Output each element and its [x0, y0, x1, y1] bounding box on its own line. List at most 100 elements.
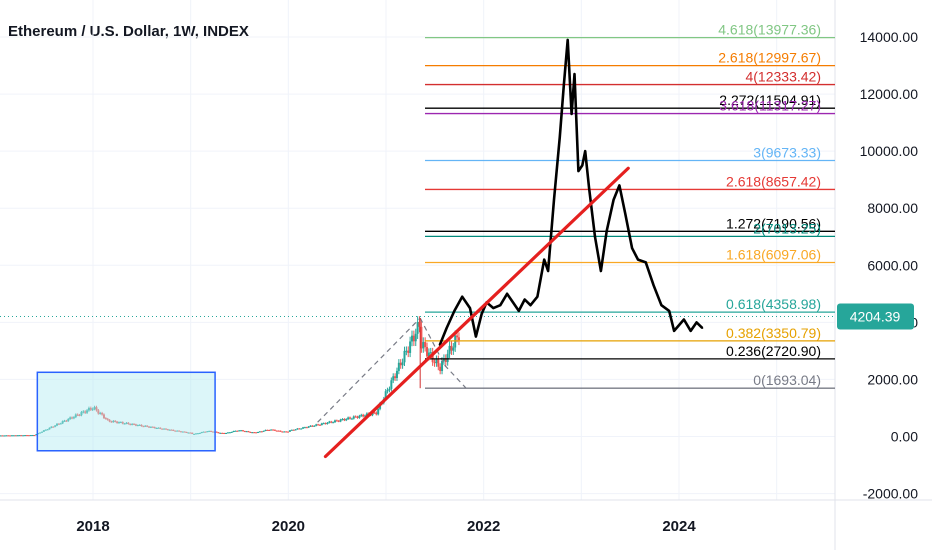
candle-body	[155, 427, 158, 429]
candle-body	[315, 424, 318, 426]
candle-body	[394, 376, 397, 379]
candle-body	[426, 347, 429, 357]
candle-body	[121, 422, 124, 424]
candle-body	[148, 426, 151, 428]
projection-point	[588, 187, 590, 190]
fib-level-label: 4(12333.42)	[745, 69, 821, 85]
candle-body	[168, 429, 171, 431]
candle-body	[241, 430, 244, 432]
x-axis[interactable]: 2018 2020 2022 2024	[76, 518, 696, 535]
candle-body	[403, 350, 406, 363]
candle-body	[354, 416, 357, 418]
projection-point	[581, 164, 584, 167]
support-trendline[interactable]	[323, 166, 630, 459]
candle-body	[10, 435, 13, 437]
candle-body	[40, 431, 43, 433]
projection-point	[600, 270, 602, 272]
candle-body	[72, 417, 75, 419]
candle-body	[211, 431, 214, 433]
fib-level-label: 4.618(13977.36)	[718, 22, 821, 38]
candle-body	[247, 431, 250, 433]
candle-body	[74, 414, 77, 418]
measurement-dashes	[0, 316, 835, 423]
candle-body	[157, 427, 160, 429]
candle-body	[456, 335, 459, 338]
candle-body	[332, 422, 335, 424]
candle-body	[93, 407, 96, 409]
fib-level-label: 0.382(3350.79)	[726, 325, 821, 341]
candle-body	[196, 433, 199, 435]
candle-body	[333, 420, 336, 423]
candle-body	[448, 345, 451, 354]
candle-body	[232, 431, 235, 433]
candle-body	[279, 430, 282, 432]
candle-body	[136, 425, 139, 427]
candle-body	[275, 430, 278, 432]
candle-body	[225, 432, 228, 434]
projection-point	[644, 261, 647, 264]
fib-level-label: 0.618(4358.98)	[726, 296, 821, 312]
candle-body	[343, 419, 346, 421]
candle-body	[407, 350, 410, 353]
candle-body	[422, 342, 425, 349]
candle-body	[54, 425, 57, 427]
candle-body	[5, 435, 8, 437]
candle-body	[311, 425, 314, 427]
candle-body	[117, 422, 120, 424]
projection-point	[562, 84, 565, 87]
projection-point	[695, 321, 698, 324]
projection-point	[512, 301, 514, 304]
projection-point	[668, 310, 671, 312]
highlight-box-rect[interactable]	[36, 371, 216, 452]
candle-body	[341, 419, 344, 421]
candle-body	[399, 362, 402, 366]
candle-body	[305, 427, 308, 429]
candle-body	[243, 431, 246, 433]
candle-body	[198, 432, 201, 434]
candle-body	[24, 435, 27, 437]
projection-point	[701, 327, 704, 329]
y-tick-label: 6000.00	[867, 257, 918, 273]
candle-body	[410, 335, 413, 342]
candle-body	[39, 432, 42, 434]
candle-body	[3, 435, 6, 437]
projection-point	[605, 230, 608, 232]
candle-body	[31, 435, 34, 437]
candle-body	[285, 431, 288, 433]
candle-body	[256, 432, 259, 434]
candle-body	[48, 427, 51, 430]
y-axis[interactable]: 14000.0012000.0010000.008000.006000.0040…	[860, 29, 919, 502]
trendline-group[interactable]	[323, 166, 630, 459]
candle-body	[313, 425, 316, 427]
candle-body	[104, 418, 107, 420]
candle-body	[12, 435, 15, 437]
fib-level-label: 2.272(11504.91)	[719, 92, 821, 108]
candle-body	[253, 432, 256, 434]
projection-point	[499, 304, 502, 307]
candle-body	[288, 430, 291, 432]
candle-body	[435, 359, 438, 364]
projection-point	[612, 198, 615, 201]
candle-body	[176, 430, 179, 432]
candle-body	[416, 321, 419, 334]
price-badge-label: 4204.39	[850, 309, 901, 325]
candle-body	[71, 417, 74, 419]
candle-body	[101, 413, 104, 415]
candle-body	[69, 417, 72, 419]
candle-body	[208, 430, 211, 432]
candle-body	[283, 431, 286, 433]
candle-body	[181, 431, 184, 433]
candle-body	[37, 433, 40, 435]
candle-body	[392, 376, 395, 381]
candle-body	[277, 430, 280, 432]
highlight-box[interactable]	[36, 371, 216, 452]
candle-body	[179, 431, 182, 433]
candle-body	[146, 425, 149, 427]
fibonacci-levels[interactable]: 4.618(13977.36) 2.618(12997.67) 4(12333.42…	[425, 22, 835, 389]
projection-point	[506, 293, 508, 295]
fib-level-label: 2.618(12997.67)	[718, 50, 821, 66]
candle-body	[255, 432, 258, 434]
candle-body	[187, 432, 190, 434]
candle-body	[437, 359, 440, 367]
